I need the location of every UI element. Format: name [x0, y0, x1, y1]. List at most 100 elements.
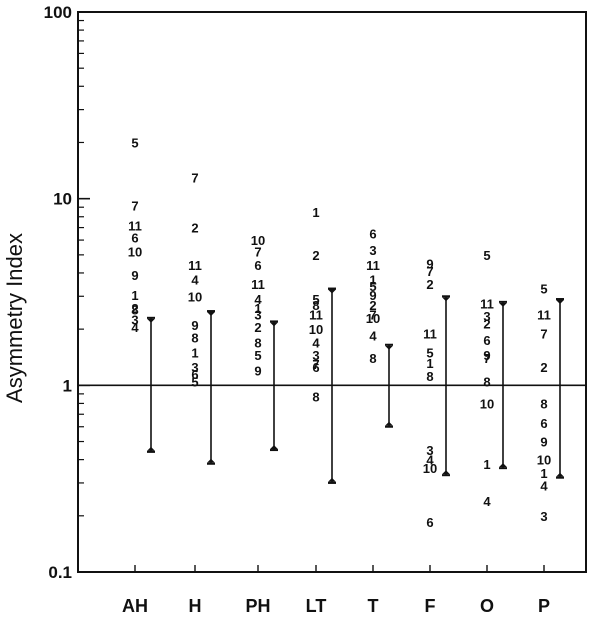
range-arrow-top [270, 322, 278, 327]
data-point-label: 3 [540, 509, 547, 524]
range-arrow-bottom [385, 421, 393, 426]
data-point-label: 5 [312, 292, 319, 307]
data-point-label: 7 [131, 198, 138, 213]
data-point-label: 11 [480, 296, 494, 311]
data-point-label: 1 [426, 356, 433, 371]
data-point-label: 9 [483, 348, 490, 363]
data-point-label: 7 [540, 326, 547, 341]
data-point-label: 7 [426, 264, 433, 279]
data-point-label: 2 [254, 320, 261, 335]
data-point-label: 5 [131, 135, 138, 150]
data-point-label: 1 [369, 272, 376, 287]
range-arrow-top [328, 289, 336, 294]
data-point-label: 9 [254, 364, 261, 379]
data-point-label: 3 [131, 313, 138, 328]
data-point-label: 7 [483, 351, 490, 366]
data-point-label: 7 [191, 170, 198, 185]
data-point-label: 3 [191, 360, 198, 375]
data-point-label: 3 [426, 443, 433, 458]
data-point-label: 10 [423, 461, 437, 476]
data-point-label: 6 [426, 515, 433, 530]
data-point-label: 10 [366, 311, 380, 326]
range-arrow-top [556, 300, 564, 305]
y-tick-label: 100 [44, 3, 72, 22]
data-point-label: 9 [131, 268, 138, 283]
data-point-label: 11 [188, 258, 202, 273]
data-point-label: 8 [426, 369, 433, 384]
data-point-label: 2 [369, 298, 376, 313]
data-point-label: 7 [254, 245, 261, 260]
category-labels-layer: AH H PH LT T F O P [122, 596, 550, 616]
category-label: O [480, 596, 494, 616]
data-point-label: 6 [483, 333, 490, 348]
data-point-label: 8 [312, 298, 319, 313]
data-point-label: 4 [369, 328, 377, 343]
data-point-label: 8 [254, 335, 261, 350]
data-point-label: 9 [369, 288, 376, 303]
y-tick-label: 0.1 [48, 563, 72, 582]
category-label: F [425, 596, 436, 616]
category-label: H [189, 596, 202, 616]
data-point-label: 5 [254, 348, 261, 363]
range-arrow-bottom [270, 445, 278, 450]
ticks-layer: 0.1 1 10 100 [44, 3, 545, 582]
data-point-label: 6 [191, 367, 198, 382]
category-label: LT [306, 596, 327, 616]
data-point-label: 6 [312, 360, 319, 375]
range-arrow-top [499, 302, 507, 307]
data-point-label: 8 [369, 351, 376, 366]
y-axis-label: Asymmetry Index [2, 233, 27, 403]
data-point-label: 4 [426, 453, 434, 468]
data-point-label: 5 [540, 282, 547, 297]
data-point-label: 4 [483, 494, 491, 509]
y-tick-label: 10 [53, 190, 72, 209]
range-arrow-bottom [207, 458, 215, 463]
data-point-label: 8 [191, 331, 198, 346]
data-point-label: 8 [312, 390, 319, 405]
data-point-label: 11 [366, 258, 380, 273]
data-point-label: 2 [483, 316, 490, 331]
data-point-label: 5 [191, 374, 198, 389]
data-point-label: 10 [188, 289, 202, 304]
data-point-label: 8 [131, 302, 138, 317]
ranges-layer [147, 287, 564, 484]
range-arrow-top [147, 318, 155, 323]
data-point-label: 9 [426, 256, 433, 271]
data-point-label: 6 [254, 258, 261, 273]
data-point-label: 1 [191, 345, 198, 360]
data-point-label: 8 [483, 374, 490, 389]
data-point-label: 4 [131, 320, 139, 335]
data-point-label: 10 [251, 233, 265, 248]
data-point-label: 3 [254, 307, 261, 322]
data-point-label: 1 [131, 288, 138, 303]
range-arrow-top [207, 312, 215, 317]
data-point-label: 3 [312, 348, 319, 363]
category-label: T [368, 596, 379, 616]
data-point-label: 4 [312, 335, 320, 350]
data-point-label: 6 [131, 230, 138, 245]
category-label: AH [122, 596, 148, 616]
data-point-label: 11 [537, 307, 551, 322]
data-point-label: 3 [369, 243, 376, 258]
category-label: PH [245, 596, 270, 616]
category-label: P [538, 596, 550, 616]
data-point-label: 11 [128, 218, 142, 233]
range-arrow-top [385, 345, 393, 350]
points-layer: 5711610918234721141098136510761141328591… [128, 135, 551, 530]
data-point-label: 9 [191, 318, 198, 333]
data-point-label: 7 [369, 307, 376, 322]
range-arrow-bottom [147, 446, 155, 451]
data-point-label: 2 [191, 221, 198, 236]
data-point-label: 2 [312, 248, 319, 263]
range-arrow-bottom [499, 463, 507, 468]
data-point-label: 11 [251, 277, 265, 292]
data-point-label: 4 [191, 272, 199, 287]
data-point-label: 1 [254, 301, 261, 316]
data-point-label: 2 [540, 360, 547, 375]
data-point-label: 11 [309, 307, 323, 322]
range-arrow-bottom [556, 472, 564, 477]
data-point-label: 7 [312, 357, 319, 372]
y-tick-label: 1 [63, 376, 72, 395]
data-point-label: 10 [480, 396, 494, 411]
